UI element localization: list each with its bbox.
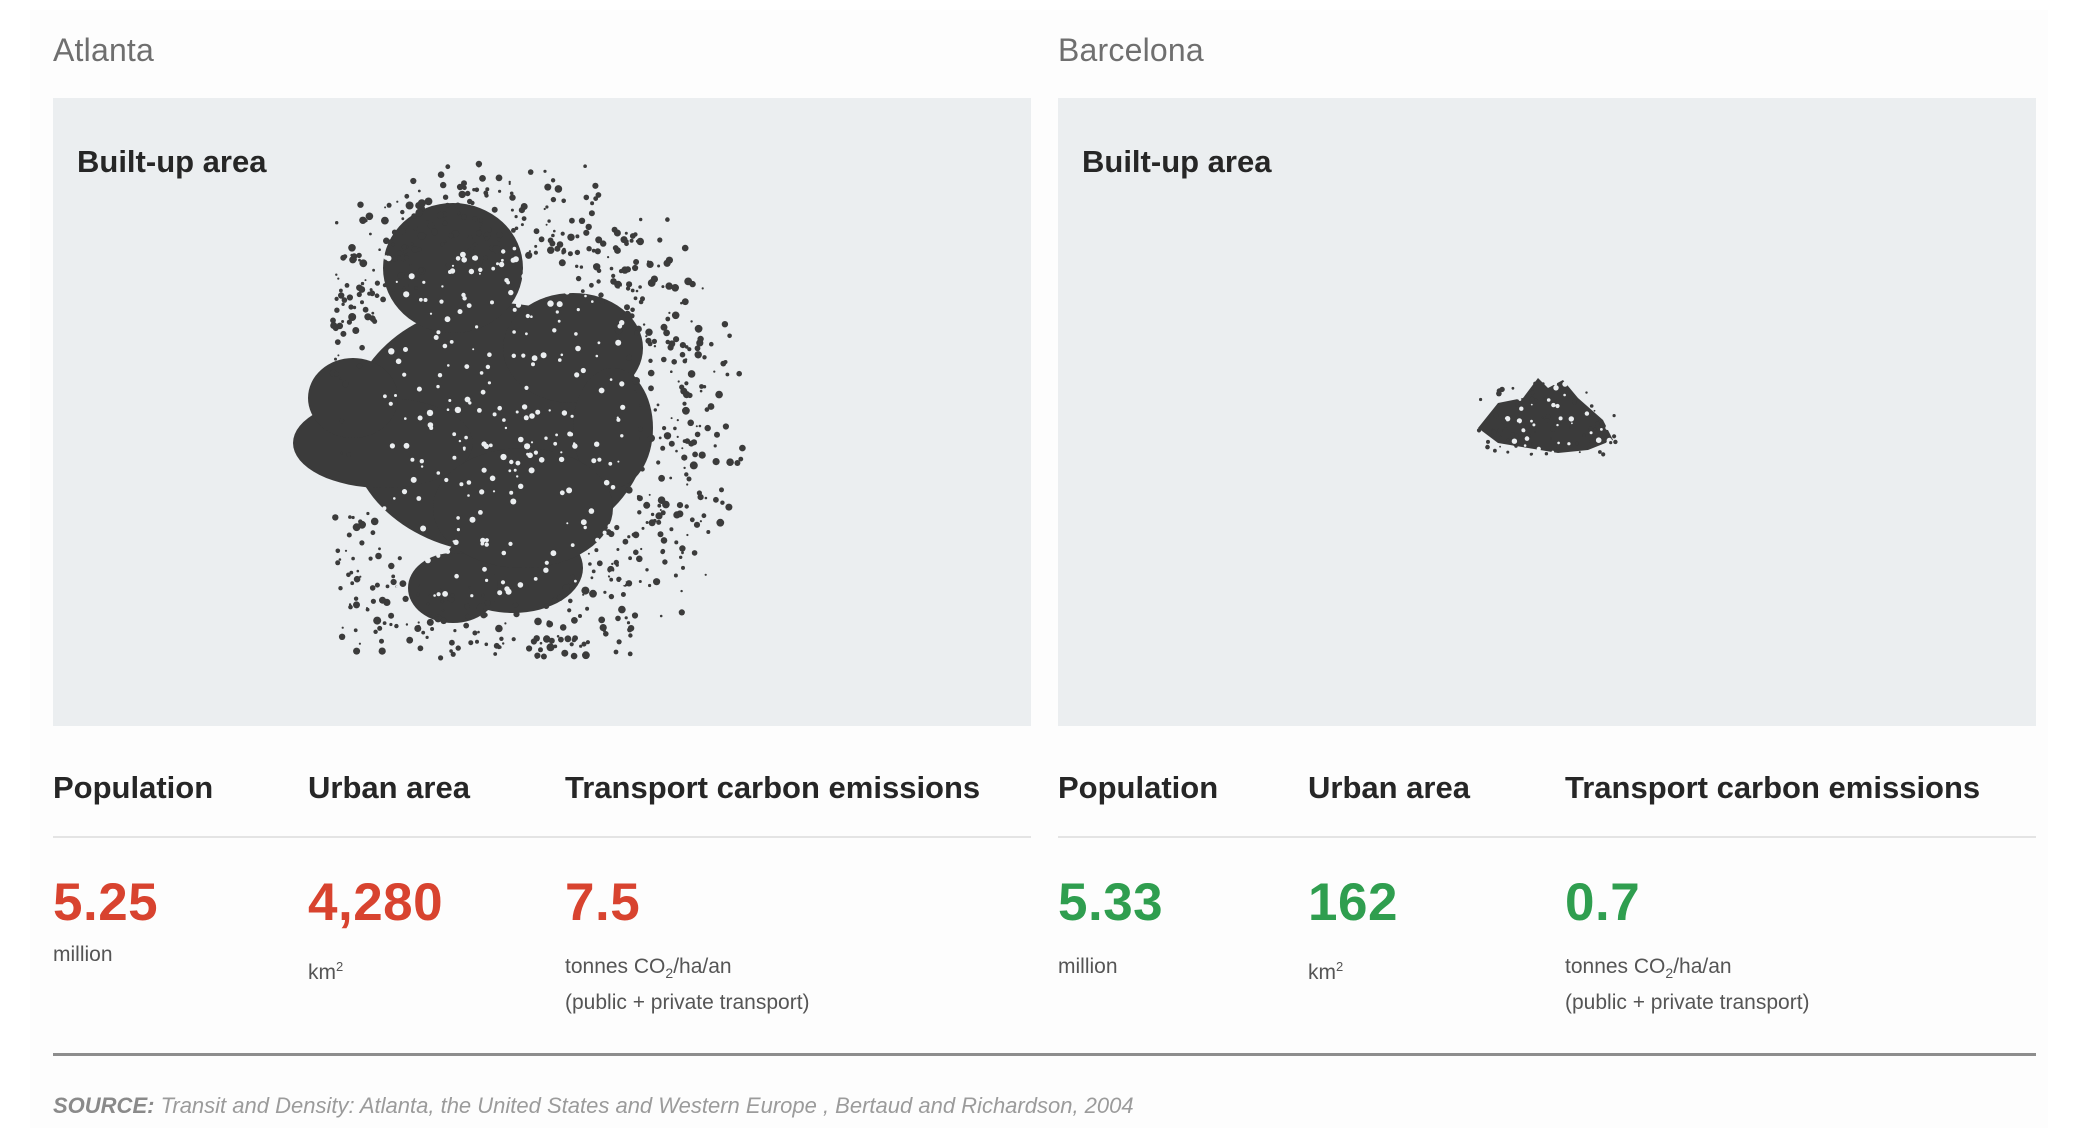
barcelona-built-up-shape [1476,378,1618,457]
urban-area-unit: km2 [308,959,344,984]
emissions-value: 7.5 [565,873,641,932]
built-up-area-map: Built-up area [1058,98,2036,726]
city-name: Atlanta [53,32,155,68]
population-value: 5.33 [1058,873,1164,932]
stats-divider [53,836,1031,838]
map-title: Built-up area [77,144,267,179]
barcelona-urban-footprint [1476,378,1618,457]
emissions-note: (public + private transport) [1565,991,1810,1015]
infographic-sheet: Atlanta Built-up area Population Urban a… [30,10,2048,1128]
stats-header: Population Urban area Transport carbon e… [53,770,1031,830]
emissions-unit: tonnes CO2/ha/an (public + private trans… [1565,955,1810,1015]
city-name: Barcelona [1058,32,1204,68]
stats-header: Population Urban area Transport carbon e… [1058,770,2036,830]
stats-divider [1058,836,2036,838]
atlanta-urban-footprint [293,160,746,661]
atlanta-built-up-shape [293,160,746,661]
population-unit: million [53,943,113,966]
map-title: Built-up area [1082,144,1272,179]
population-value: 5.25 [53,873,159,932]
urban-area-label: Urban area [1308,770,1470,805]
urban-area-value: 4,280 [308,873,444,932]
population-label: Population [53,770,214,805]
source-citation: SOURCE: Transit and Density: Atlanta, th… [53,1093,1134,1118]
emissions-label: Transport carbon emissions [565,770,981,805]
urban-area-unit: km2 [1308,959,1344,984]
footer-divider [53,1053,2036,1056]
emissions-unit: tonnes CO2/ha/an (public + private trans… [565,955,810,1015]
population-unit: million [1058,955,1118,978]
urban-area-label: Urban area [308,770,470,805]
built-up-area-map: Built-up area [53,98,1031,726]
population-label: Population [1058,770,1219,805]
emissions-value: 0.7 [1565,873,1641,932]
urban-area-value: 162 [1308,873,1398,932]
emissions-note: (public + private transport) [565,991,810,1015]
emissions-label: Transport carbon emissions [1565,770,1981,805]
